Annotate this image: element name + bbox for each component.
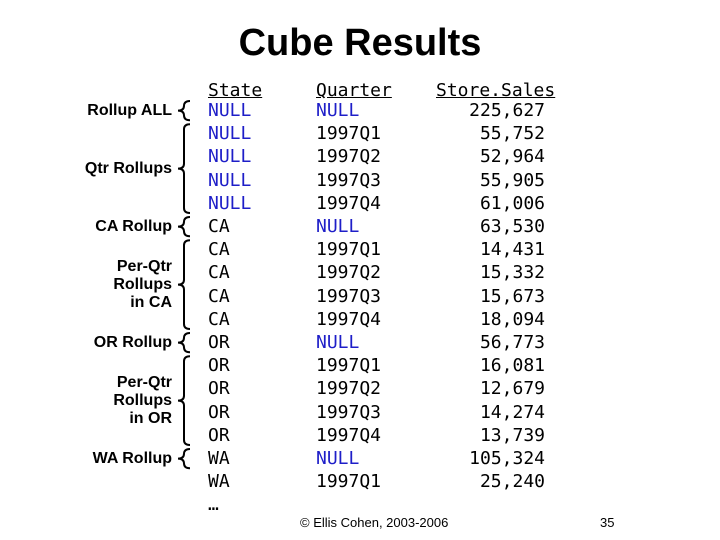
sales-cell: 63,530 (479, 216, 545, 237)
quarter-cell: 1997Q1 (316, 123, 382, 145)
state-cell: NULL (208, 123, 252, 145)
quarter-cell: NULL (316, 100, 360, 121)
quarter-cell: 1997Q1 (316, 239, 382, 261)
quarter-cell: 1997Q2 (316, 146, 382, 168)
state-cell: CA (208, 308, 230, 330)
header-store-sales: Store.Sales (436, 80, 556, 101)
quarter-cell: 1997Q4 (316, 424, 382, 446)
annotation-label: CA Rollup (95, 217, 172, 235)
state-cell: OR (208, 332, 230, 353)
sales-cell: 105,324 (469, 448, 545, 469)
annotation-label: Qtr Rollups (84, 159, 172, 177)
state-cell: OR (208, 424, 230, 446)
quarter-cell: NULL (316, 216, 360, 237)
quarter-cell: 1997Q2 (316, 378, 382, 400)
sales-cell: 18,094 (479, 308, 545, 330)
sales-cell: 14,274 (479, 401, 545, 423)
curly-brace (177, 332, 191, 354)
sales-cell: 15,673 (479, 285, 545, 307)
quarter-cell: 1997Q3 (316, 169, 382, 191)
state-cell: NULL (208, 169, 252, 191)
quarter-cell: NULL (316, 448, 360, 469)
state-cell: CA (208, 216, 230, 237)
state-cell: WA (208, 471, 230, 493)
quarter-cell: 1997Q1 (316, 355, 382, 377)
sales-cell: 55,752 (479, 123, 545, 145)
quarter-cell: 1997Q3 (316, 285, 382, 307)
header-state: State (208, 80, 263, 101)
state-cell: … (208, 494, 219, 516)
annotation-label: Per-Qtr Rollups in CA (113, 257, 172, 311)
sales-cell: 55,905 (479, 169, 545, 191)
slide-title: Cube Results (238, 22, 482, 64)
quarter-cell: NULL (316, 332, 360, 353)
sales-cell: 25,240 (479, 471, 545, 493)
curly-brace (177, 216, 191, 238)
state-cell: NULL (208, 100, 252, 121)
state-cell: OR (208, 401, 230, 423)
state-cell: NULL (208, 192, 252, 214)
sales-cell: 52,964 (479, 146, 545, 168)
quarter-cell: 1997Q1 (316, 471, 382, 493)
copyright-footer: © Ellis Cohen, 2003-2006 (300, 515, 449, 530)
sales-cell: 16,081 (479, 355, 545, 377)
annotation-label: OR Rollup (93, 333, 172, 351)
curly-brace (177, 355, 191, 446)
quarter-cell: 1997Q2 (316, 262, 382, 284)
state-cell: CA (208, 239, 230, 261)
quarter-cell: 1997Q4 (316, 308, 382, 330)
page-number: 35 (600, 515, 615, 530)
state-cell: NULL (208, 146, 252, 168)
curly-brace (177, 100, 191, 122)
sales-cell: 14,431 (479, 239, 545, 261)
quarter-cell: 1997Q3 (316, 401, 382, 423)
state-cell: CA (208, 262, 230, 284)
sales-cell: 15,332 (479, 262, 545, 284)
annotation-label: Rollup ALL (87, 101, 172, 119)
sales-cell: 225,627 (469, 100, 545, 121)
sales-cell: 61,006 (479, 192, 545, 214)
state-cell: OR (208, 378, 230, 400)
header-quarter: Quarter (316, 80, 392, 101)
curly-brace (177, 123, 191, 214)
annotation-label: Per-Qtr Rollups in OR (113, 373, 172, 427)
state-cell: CA (208, 285, 230, 307)
curly-brace (177, 239, 191, 330)
sales-cell: 56,773 (479, 332, 545, 353)
annotation-label: WA Rollup (92, 449, 172, 467)
state-cell: OR (208, 355, 230, 377)
state-cell: WA (208, 448, 230, 469)
sales-cell: 13,739 (479, 424, 545, 446)
quarter-cell: 1997Q4 (316, 192, 382, 214)
curly-brace (177, 448, 191, 470)
sales-cell: 12,679 (479, 378, 545, 400)
